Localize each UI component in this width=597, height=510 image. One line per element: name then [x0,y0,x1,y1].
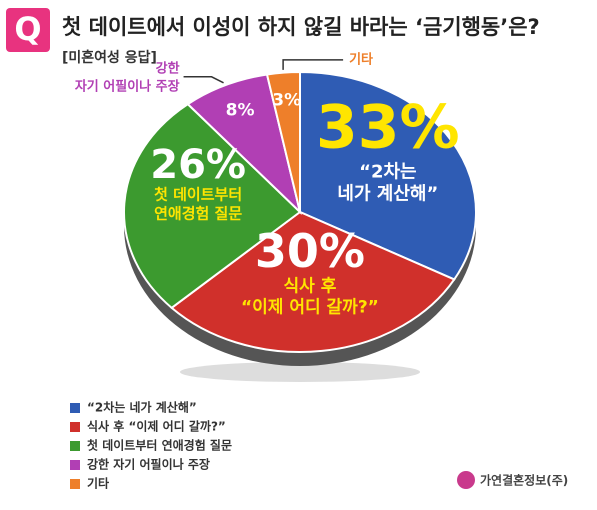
slice-label: 식사 후 [284,276,337,297]
outside-label: 자기 어필이나 주장 [75,78,180,94]
source-icon [457,471,475,489]
legend-swatch [70,441,80,451]
legend-swatch [70,460,80,470]
pie-slice [186,73,302,216]
slice-label: 연애경험 질문 [154,204,242,222]
leader-line [282,59,344,70]
value-label: 33% [316,92,460,162]
slice-label: 첫 데이트부터 [154,185,242,203]
legend-label: 기타 [87,476,109,491]
legend-label: 식사 후 “이제 어디 갈까?” [87,419,226,434]
outside-label: 기타 [349,51,373,67]
slice-label: 네가 계산해” [337,184,438,205]
source: 가연결혼정보(주) [480,473,568,488]
badge: Q [14,10,41,48]
floor-shadow [180,362,420,382]
value-label: 26% [150,142,246,188]
legend-swatch [70,403,80,413]
value-label: 8% [226,101,255,121]
legend-label: “2차는 네가 계산해” [87,400,197,415]
pie-slice [123,102,302,310]
badge-box [6,8,50,52]
legend-label: 강한 자기 어필이나 주장 [87,457,210,472]
legend-swatch [70,479,80,489]
pie-slice [265,70,301,213]
value-label: 3% [272,90,301,110]
value-label: 30% [255,224,365,278]
slice-label: “2차는 [359,162,416,183]
pie-slice [299,70,477,281]
slice-label: “이제 어디 갈까?” [241,298,379,318]
legend-swatch [70,422,80,432]
outside-label: 강한 [156,60,180,76]
chart-title: 첫 데이트에서 이성이 하지 않길 바라는 ‘금기행동’은? [62,15,540,39]
pie-slice [170,210,456,353]
legend-label: 첫 데이트부터 연애경험 질문 [87,438,232,453]
leader-line [183,76,224,84]
chart-subtitle: [미혼여성 응답] [62,49,157,66]
